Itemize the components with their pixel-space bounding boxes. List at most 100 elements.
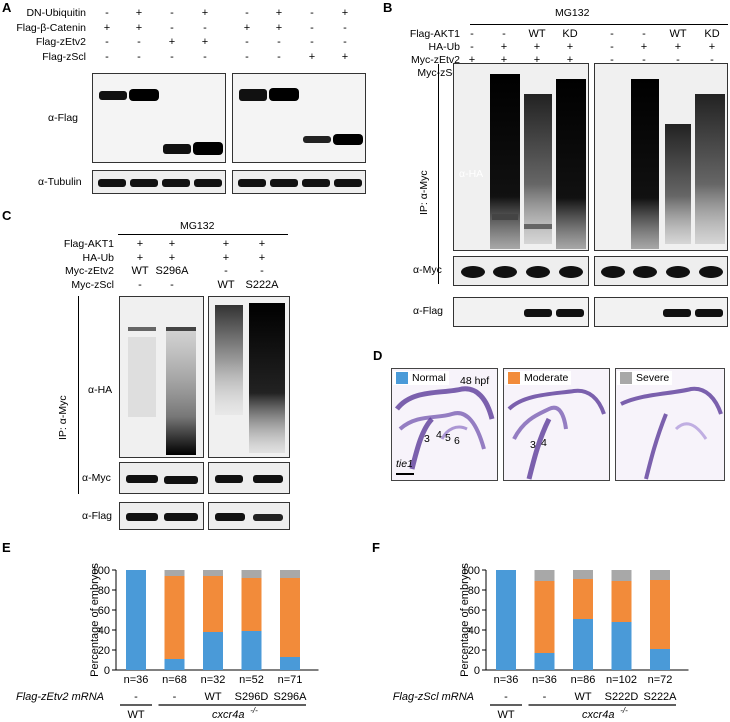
panel-b-flag-label: α-Flag — [413, 305, 443, 317]
panelB-row-1-cell-2: + — [533, 41, 541, 53]
panel-c-myc-blot-right — [208, 462, 290, 494]
panel-c-ip-label: IP: α-Myc — [57, 395, 69, 440]
panelE-ytick-label-3: 60 — [98, 605, 110, 617]
panelF-ytick-label-5: 100 — [462, 565, 480, 577]
panel-d-normal-num-5: 5 — [445, 432, 451, 444]
panelB-row-0-cell-5: - — [642, 28, 646, 40]
panelE-n-label-2: n=32 — [201, 674, 226, 686]
panel-c-myc-blot-left — [119, 462, 204, 494]
panelB-row-0-cell-0: - — [470, 28, 474, 40]
panelC-row-3-cell-2: WT — [217, 278, 235, 291]
panel-c-flag-blot-left — [119, 502, 204, 530]
panelE-ytick-label-4: 80 — [98, 585, 110, 597]
legend-severe-swatch — [620, 372, 632, 384]
panelF-bar-2-moderate — [573, 579, 593, 619]
panelF-ylabel: Percentage of embryos — [459, 563, 471, 677]
panel-f-letter: F — [372, 540, 380, 555]
panelF-mrna-value-0: - — [504, 691, 508, 703]
panelC-row-3-cell-3: S222A — [245, 278, 279, 291]
panel-b-letter: B — [383, 0, 393, 15]
panel-d-normal-num-4: 4 — [436, 429, 442, 441]
panelE-group-mut-sup: -/- — [250, 706, 258, 715]
panelF-n-label-4: n=72 — [648, 674, 673, 686]
panelF-bar-4-normal — [650, 649, 670, 670]
panelA-row-1-cell-6: - — [310, 21, 314, 34]
panelB-row-label-0: Flag-AKT1 — [409, 28, 460, 40]
panelA-row-3-cell-1: - — [137, 50, 141, 63]
panel-a-flag-blot-right — [232, 73, 366, 163]
panelE-bar-4-severe — [280, 570, 300, 578]
panelA-row-label-0: DN-Ubiquitin — [26, 7, 86, 19]
panelC-row-2-cell-3: - — [260, 265, 264, 277]
panel-b-ha-blot-right — [594, 63, 728, 251]
panelF-ytick-label-1: 20 — [468, 645, 480, 657]
panelF-ytick-label-0: 0 — [474, 665, 480, 677]
panel-d-severe-image — [615, 368, 725, 481]
panelE-bar-0-normal — [126, 570, 146, 670]
panelB-row-1-cell-5: + — [640, 41, 648, 53]
panelA-row-1-cell-0: + — [103, 21, 111, 34]
panelA-row-3-cell-0: - — [105, 50, 109, 63]
panelB-row-2-cell-4: - — [610, 54, 614, 66]
panelB-row-0-cell-2: WT — [528, 28, 546, 40]
panel-d-marker-label: tie1 — [396, 458, 413, 470]
panelB-row-1-cell-0: - — [470, 41, 474, 53]
panelA-row-1-cell-1: + — [135, 21, 143, 34]
panelA-row-2-cell-7: - — [343, 36, 347, 48]
panelE-ytick-label-5: 100 — [92, 565, 110, 577]
panelA-row-2-cell-6: - — [310, 36, 314, 48]
panelB-row-2-cell-6: - — [676, 54, 680, 66]
panelC-row-1-cell-1: + — [168, 251, 176, 264]
panelF-ytick-label-3: 60 — [468, 605, 480, 617]
panelA-row-3-cell-5: - — [277, 50, 281, 63]
panelF-bar-0-normal — [496, 570, 516, 670]
panelA-row-3-cell-6: + — [308, 50, 316, 63]
panelB-row-1-cell-4: - — [610, 41, 614, 53]
panel-c-ha-blot-left — [119, 296, 204, 458]
panelA-row-2-cell-5: - — [277, 36, 281, 48]
panel-d-letter: D — [373, 348, 383, 363]
panelB-row-label-2: Myc-zEtv2 — [410, 54, 460, 66]
panel-b-ip-bracket — [438, 64, 439, 284]
panelE-bar-3-severe — [241, 570, 262, 578]
panelA-row-label-1: Flag-β-Catenin — [16, 21, 86, 34]
panelE-n-label-0: n=36 — [124, 674, 149, 686]
panelE-mrna-value-4: S296A — [273, 691, 307, 703]
panelE-mrna-label: Flag-zEtv2 mRNA — [16, 691, 104, 703]
panelA-row-3-cell-2: - — [170, 50, 174, 63]
panelC-row-2-cell-1: S296A — [155, 265, 189, 277]
panelF-bar-3-moderate — [611, 581, 632, 622]
panelE-bar-2-moderate — [203, 576, 223, 632]
panelE-ytick-label-1: 20 — [98, 645, 110, 657]
panelE-bar-1-normal — [164, 659, 185, 670]
panelA-row-1-cell-3: - — [203, 21, 207, 34]
panelB-row-2-cell-5: - — [642, 54, 646, 66]
panelA-row-0-cell-3: + — [201, 7, 209, 19]
panelF-n-label-3: n=102 — [606, 674, 637, 686]
panelC-row-label-1: HA-Ub — [82, 251, 114, 264]
panel-c-myc-label: α-Myc — [82, 472, 111, 484]
panelB-row-0-cell-3: KD — [562, 28, 578, 40]
legend-moderate: Moderate — [505, 371, 572, 385]
panel-d-moderate-image: 3 4 — [503, 368, 610, 481]
legend-normal: Normal — [393, 371, 449, 385]
panelE-group-mut: cxcr4a — [212, 709, 244, 721]
panel-d-normal-image: 48 hpf 3 4 5 6 tie1 — [391, 368, 498, 481]
panelB-row-2-cell-3: + — [566, 54, 574, 66]
panelB-row-2-cell-7: - — [710, 54, 714, 66]
panelB-row-1-cell-1: + — [500, 41, 508, 53]
panelA-row-label-2: Flag-zEtv2 — [35, 36, 86, 48]
panel-d-normal-num-6: 6 — [454, 435, 460, 447]
panel-b-mg132-line — [470, 24, 728, 25]
panelE-bar-3-moderate — [241, 578, 262, 631]
panelB-row-1-cell-6: + — [674, 41, 682, 53]
panelF-n-label-1: n=36 — [532, 674, 557, 686]
panelA-row-3-cell-3: - — [203, 50, 207, 63]
panelC-row-2-cell-2: - — [224, 265, 228, 277]
panelE-mrna-value-1: - — [173, 691, 177, 703]
panelA-row-2-cell-0: - — [105, 36, 109, 48]
panelA-row-1-cell-5: + — [275, 21, 283, 34]
panelF-bar-4-severe — [650, 570, 670, 580]
panelF-bar-2-normal — [573, 619, 593, 670]
